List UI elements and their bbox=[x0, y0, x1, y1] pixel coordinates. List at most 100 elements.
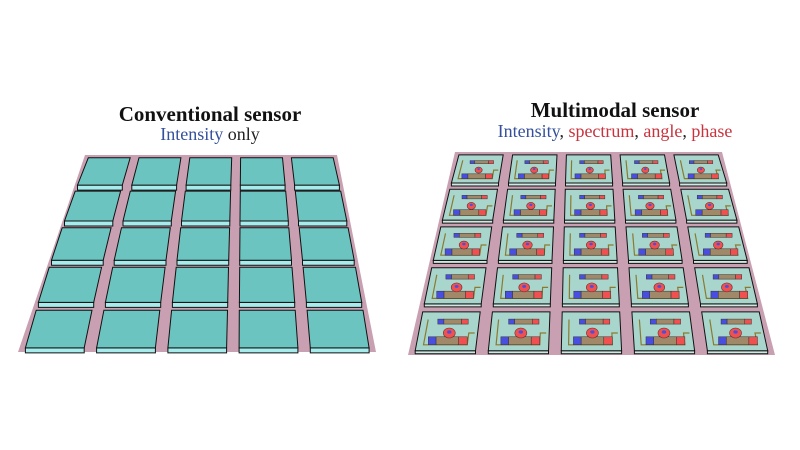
waveguide-segment bbox=[701, 209, 722, 216]
waveguide-segment bbox=[739, 290, 748, 299]
sensor-pixel bbox=[238, 309, 299, 354]
waveguide-segment bbox=[573, 290, 582, 299]
resonator-center bbox=[643, 168, 647, 171]
sensor-pixel bbox=[50, 227, 112, 266]
pixel-side bbox=[239, 220, 289, 227]
multimodal-sensor-array bbox=[408, 152, 775, 355]
waveguide-segment bbox=[465, 290, 474, 299]
waveguide-segment bbox=[720, 318, 728, 325]
waveguide-segment bbox=[643, 195, 659, 200]
ring-resonator bbox=[530, 166, 539, 174]
waveguide-segment bbox=[451, 274, 469, 280]
resonator-center bbox=[518, 330, 524, 334]
waveguide-segment bbox=[654, 173, 663, 179]
pixel-top bbox=[171, 266, 230, 303]
ring-resonator bbox=[474, 166, 483, 174]
waveguide-segment bbox=[638, 160, 654, 164]
spectrum-label: spectrum bbox=[568, 121, 635, 141]
sensor-pixel bbox=[239, 190, 289, 227]
waveguide-segment bbox=[600, 248, 610, 256]
pixel-top bbox=[294, 190, 348, 222]
waveguide-segment bbox=[584, 233, 601, 238]
waveguide-segment bbox=[533, 290, 543, 299]
waveguide-segment bbox=[532, 318, 540, 325]
waveguide-segment bbox=[716, 195, 723, 200]
resonator-center bbox=[657, 284, 662, 288]
pixel-side bbox=[171, 301, 229, 308]
pixel-top bbox=[180, 190, 232, 222]
waveguide-segment bbox=[634, 160, 640, 164]
multimodal-pixel bbox=[694, 267, 759, 308]
resonator-center bbox=[447, 330, 452, 334]
waveguide-segment bbox=[516, 233, 523, 238]
pixel-side bbox=[51, 259, 104, 266]
pixel-top bbox=[176, 227, 231, 261]
waveguide-segment bbox=[673, 318, 681, 325]
waveguide-segment bbox=[516, 248, 537, 256]
multimodal-sensor-subtitle: Intensity, spectrum, angle, phase bbox=[440, 121, 790, 142]
waveguide-segment bbox=[642, 233, 648, 238]
waveguide-segment bbox=[485, 173, 493, 179]
pixel-side bbox=[309, 347, 370, 354]
waveguide-segment bbox=[645, 248, 667, 256]
multimodal-pixel bbox=[631, 311, 696, 355]
sensor-pixel bbox=[239, 227, 293, 266]
multimodal-pixel bbox=[492, 267, 553, 308]
pixel-side bbox=[176, 259, 230, 266]
pixel-top bbox=[239, 157, 286, 186]
waveguide-segment bbox=[703, 248, 711, 256]
waveguide-segment bbox=[518, 274, 536, 280]
separator: , bbox=[559, 121, 569, 141]
waveguide-segment bbox=[500, 336, 509, 346]
waveguide-segment bbox=[726, 318, 745, 325]
waveguide-segment bbox=[689, 160, 695, 164]
pixel-top bbox=[131, 157, 182, 186]
sensor-pixel bbox=[298, 227, 355, 266]
pixel-top bbox=[63, 190, 122, 222]
waveguide-segment bbox=[453, 209, 461, 216]
waveguide-segment bbox=[676, 336, 686, 346]
waveguide-segment bbox=[520, 195, 527, 200]
pixel-top bbox=[37, 266, 103, 303]
resonator-center bbox=[532, 168, 536, 171]
multimodal-pixel bbox=[625, 226, 683, 264]
sensor-pixel bbox=[306, 309, 370, 354]
waveguide-segment bbox=[646, 274, 653, 280]
waveguide-segment bbox=[748, 336, 758, 346]
resonator-center bbox=[589, 284, 594, 288]
pixel-side bbox=[181, 220, 231, 227]
pixel-top bbox=[238, 309, 299, 349]
pixel-side bbox=[238, 301, 296, 308]
pixel-side bbox=[167, 347, 228, 354]
pixel-side bbox=[113, 259, 167, 266]
waveguide-segment bbox=[521, 233, 539, 238]
waveguide-segment bbox=[474, 233, 482, 238]
waveguide-segment bbox=[584, 195, 600, 200]
multimodal-pixel bbox=[414, 311, 481, 355]
waveguide-segment bbox=[459, 209, 480, 216]
waveguide-segment bbox=[443, 290, 466, 299]
pixel-side bbox=[298, 220, 348, 227]
waveguide-segment bbox=[710, 290, 719, 299]
conventional-sensor-array bbox=[18, 155, 376, 354]
waveguide-segment bbox=[453, 233, 460, 238]
resonator-center bbox=[716, 242, 720, 246]
multimodal-pixel bbox=[487, 311, 551, 355]
separator: , bbox=[634, 121, 644, 141]
resonator-center bbox=[454, 284, 459, 288]
waveguide-segment bbox=[459, 233, 476, 238]
waveguide-segment bbox=[649, 318, 657, 325]
waveguide-segment bbox=[443, 318, 462, 325]
waveguide-segment bbox=[649, 290, 672, 299]
resonator-center bbox=[462, 242, 466, 246]
sensor-pixel bbox=[180, 190, 232, 227]
waveguide-segment bbox=[478, 209, 487, 216]
pixel-top bbox=[238, 266, 296, 303]
multimodal-pixel bbox=[497, 226, 555, 264]
multimodal-pixel bbox=[502, 188, 556, 224]
waveguide-segment bbox=[637, 173, 656, 179]
waveguide-segment bbox=[534, 274, 542, 280]
waveguide-segment bbox=[474, 160, 489, 164]
pixel-side bbox=[64, 220, 114, 227]
pixel-top bbox=[24, 309, 93, 349]
